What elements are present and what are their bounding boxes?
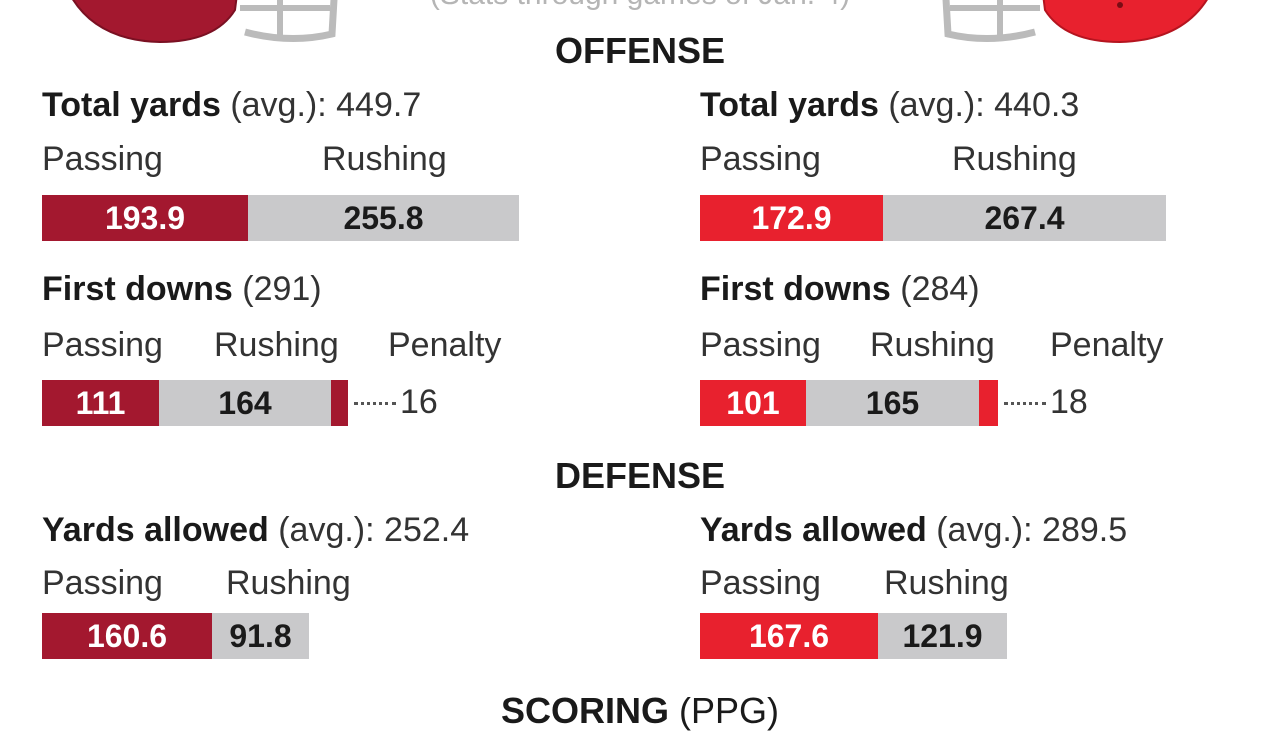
rushing-segment: 255.8 [248, 195, 519, 241]
penalty-value-label: 16 [400, 383, 438, 421]
passing-label: Passing [700, 140, 821, 178]
rushing-segment: 121.9 [878, 613, 1007, 659]
rushing-label: Rushing [226, 564, 351, 602]
right-helmet-icon [942, 0, 1208, 44]
passing-segment: 111 [42, 380, 159, 426]
passing-label: Passing [42, 564, 163, 602]
first-downs-left-heading: First downs (291) [42, 270, 322, 308]
rushing-segment: 164 [159, 380, 331, 426]
passing-segment: 160.6 [42, 613, 212, 659]
total-yards-left-heading: Total yards (avg.): 449.7 [42, 86, 422, 124]
yards-allowed-right-heading: Yards allowed (avg.): 289.5 [700, 511, 1128, 549]
total-yards-right-heading: Total yards (avg.): 440.3 [700, 86, 1080, 124]
rushing-label: Rushing [870, 326, 995, 364]
yards-allowed-left-heading: Yards allowed (avg.): 252.4 [42, 511, 470, 549]
penalty-label: Penalty [388, 326, 502, 364]
penalty-segment [979, 380, 998, 426]
rushing-label: Rushing [214, 326, 339, 364]
passing-segment: 172.9 [700, 195, 883, 241]
rushing-segment: 165 [806, 380, 979, 426]
penalty-leader-line [354, 402, 396, 405]
passing-label: Passing [42, 140, 163, 178]
rushing-label: Rushing [952, 140, 1077, 178]
rushing-segment: 267.4 [883, 195, 1166, 241]
scoring-heading: SCORING (PPG) [500, 690, 780, 731]
rushing-label: Rushing [884, 564, 1009, 602]
passing-segment: 167.6 [700, 613, 878, 659]
penalty-segment [331, 380, 348, 426]
passing-label: Passing [700, 564, 821, 602]
passing-segment: 101 [700, 380, 806, 426]
defense-heading: DEFENSE [554, 455, 726, 496]
first-downs-right-heading: First downs (284) [700, 270, 980, 308]
penalty-value-label: 18 [1050, 383, 1088, 421]
passing-label: Passing [700, 326, 821, 364]
rushing-segment: 91.8 [212, 613, 309, 659]
stats-date-subtitle: (Stats through games of Jan. 4) [0, 0, 1280, 12]
passing-segment: 193.9 [42, 195, 248, 241]
penalty-leader-line [1004, 402, 1046, 405]
offense-heading: OFFENSE [554, 30, 725, 71]
passing-label: Passing [42, 326, 163, 364]
left-helmet-icon [72, 0, 338, 44]
penalty-label: Penalty [1050, 326, 1164, 364]
rushing-label: Rushing [322, 140, 447, 178]
